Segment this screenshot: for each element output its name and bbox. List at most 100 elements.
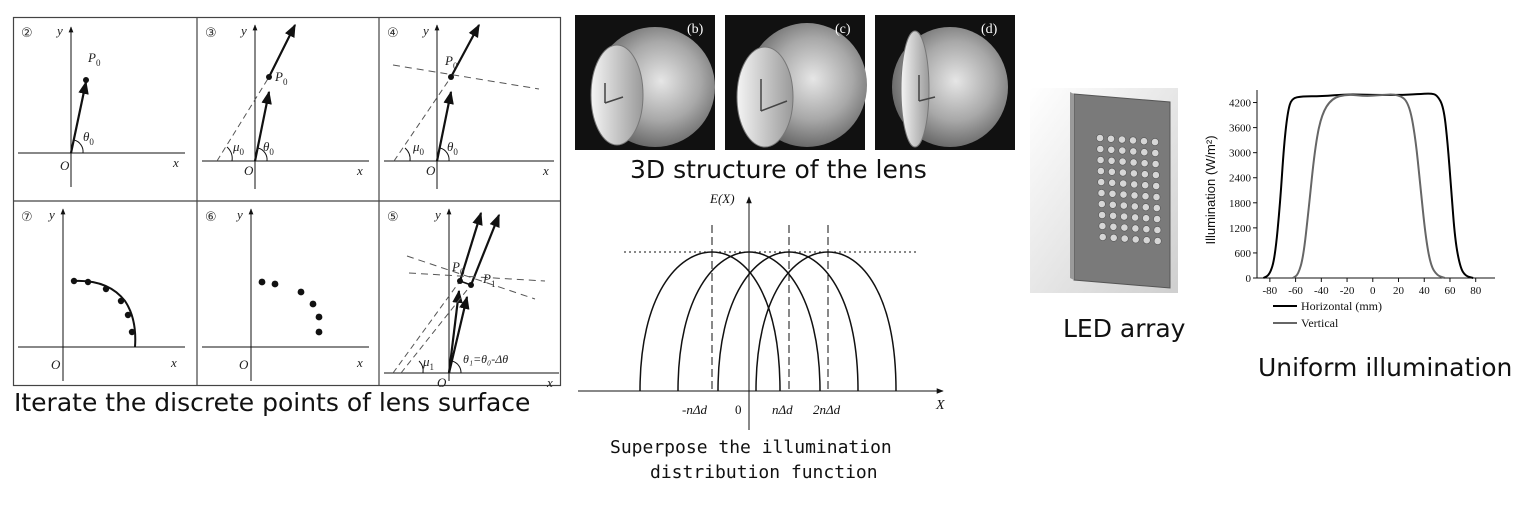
led-dot	[1141, 203, 1150, 212]
led-dot	[1153, 237, 1162, 245]
led-dot	[1118, 146, 1127, 155]
mu1-label: μ1	[422, 354, 434, 372]
p0-label: P0	[87, 50, 101, 68]
origin-label: O	[244, 163, 254, 178]
led-dot	[1152, 182, 1161, 190]
panel-5: ⑤ x y O P0 P1 μ1 θ₁=θ₀-Δθ	[384, 207, 559, 390]
y-tick-label: 3000	[1229, 148, 1252, 160]
led-dot	[1129, 158, 1138, 167]
p0-label: P0	[451, 259, 465, 277]
led-dot	[1109, 211, 1117, 220]
led-dot	[1141, 170, 1149, 179]
led-dot	[1097, 178, 1106, 186]
iterate-caption: Iterate the discrete points of lens surf…	[14, 388, 531, 417]
tick-neg-n: -nΔd	[682, 402, 707, 417]
lens-view-c: (c)	[725, 15, 867, 150]
led-dot	[1097, 189, 1106, 197]
led-dot	[1109, 222, 1118, 231]
panel-2: ② x y O P0 θ0	[18, 23, 185, 187]
superpose-caption-2: distribution function	[650, 462, 878, 483]
panel-number: ⑦	[21, 210, 33, 225]
x-tick-label: 40	[1419, 285, 1431, 297]
lens-view-d: (d)	[875, 15, 1015, 150]
led-caption: LED array	[1063, 314, 1186, 343]
led-dot	[1153, 215, 1161, 223]
led-dot	[1120, 212, 1128, 221]
led-dot	[1131, 235, 1140, 244]
led-dot	[1096, 134, 1104, 142]
led-dot	[1108, 178, 1117, 187]
y-axis-label: y	[433, 207, 441, 222]
theta0-label: θ0	[447, 139, 458, 157]
x-tick-label: 20	[1393, 285, 1405, 297]
mu0-label: μ0	[412, 139, 425, 157]
ey-label: E(X)	[709, 191, 735, 206]
led-dot	[1098, 222, 1107, 230]
x-tick-label: 80	[1470, 285, 1482, 297]
led-dot	[1151, 160, 1160, 168]
led-dot	[1098, 211, 1106, 219]
x-axis-label: x	[170, 355, 177, 370]
y-tick-label: 600	[1235, 248, 1252, 260]
led-dot	[1152, 193, 1161, 201]
led-dot	[1152, 171, 1160, 179]
led-dot	[1108, 189, 1117, 198]
led-dot	[1141, 181, 1150, 190]
led-dot	[1153, 226, 1162, 234]
y-tick-label: 0	[1246, 273, 1252, 285]
panel-number: ④	[387, 26, 399, 41]
ray-arrow	[69, 80, 89, 154]
led-dot	[1140, 137, 1148, 146]
led-dot	[1119, 201, 1128, 210]
lens-view-label: (c)	[835, 22, 851, 37]
led-array-image	[1030, 88, 1178, 293]
panel-7: ⑦ x y O	[18, 207, 185, 381]
led-dot	[1097, 200, 1106, 208]
led-dot	[1118, 135, 1126, 144]
point-p0	[83, 77, 89, 83]
origin-label: O	[51, 357, 61, 372]
distribution-curves	[639, 251, 897, 392]
iterate-panels: ② x y O P0 θ0 ③ x y O P0 θ0 μ0 ④ x y O	[12, 16, 562, 390]
y-axis-label: y	[421, 23, 429, 38]
y-tick-label: 3600	[1229, 123, 1252, 135]
illumination-chart: -80 -60 -40 -20 0 20 40 60 80 0 600 1200 1800 2400 300…	[1203, 90, 1495, 330]
led-dot	[1142, 236, 1151, 245]
x-label: X	[935, 398, 945, 413]
led-dot	[1131, 224, 1140, 233]
x-axis-label: x	[172, 155, 179, 170]
led-dots	[1096, 134, 1162, 245]
led-dot	[1120, 223, 1129, 232]
led-dot	[1140, 148, 1149, 157]
led-dot	[1151, 149, 1160, 157]
panel-number: ⑤	[387, 210, 399, 225]
theta1-label: θ₁=θ₀-Δθ	[463, 352, 508, 366]
led-dot	[1142, 225, 1151, 234]
tick-2n: 2nΔd	[813, 402, 841, 417]
y-axis-label: y	[55, 23, 63, 38]
led-dot	[1109, 233, 1118, 242]
angle-arc	[73, 139, 84, 154]
uniform-caption: Uniform illumination	[1258, 353, 1513, 382]
led-dot	[1140, 159, 1149, 168]
led-dot	[1130, 191, 1139, 200]
panel-number: ②	[21, 26, 33, 41]
y-tick-label: 4200	[1229, 98, 1252, 110]
x-axis-label: x	[356, 355, 363, 370]
y-axis-label: y	[239, 23, 247, 38]
tick-zero: 0	[735, 402, 742, 417]
y-axis-label: y	[235, 207, 243, 222]
y-tick-label: 1800	[1229, 198, 1252, 210]
led-dot	[1130, 180, 1139, 189]
led-dot	[1142, 214, 1150, 223]
led-dot	[1129, 147, 1138, 156]
panel-4: ④ x y O P0 θ0 μ0	[384, 23, 554, 189]
x-tick-label: -40	[1314, 285, 1329, 297]
structure-caption: 3D structure of the lens	[630, 155, 927, 184]
legend: Horizontal (mm) Vertical	[1273, 299, 1382, 330]
led-dot	[1151, 138, 1159, 146]
x-tick-label: 60	[1444, 285, 1456, 297]
x-tick-label: -80	[1263, 285, 1278, 297]
lens-view-b: (b)	[575, 15, 715, 150]
theta0-label: θ0	[83, 129, 94, 147]
